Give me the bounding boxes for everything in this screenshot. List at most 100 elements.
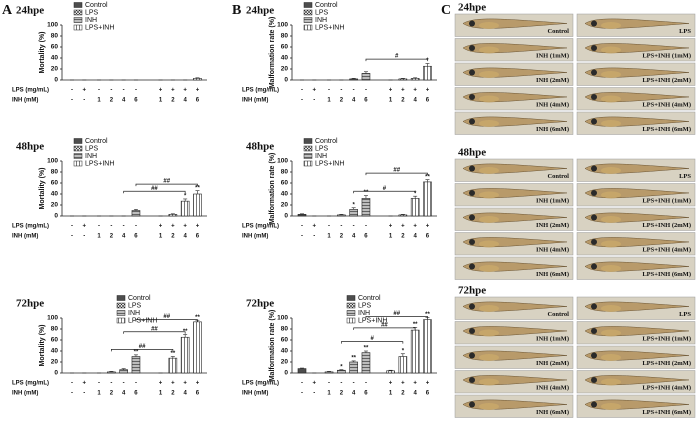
bar: [297, 214, 307, 217]
fish-yolk: [601, 240, 621, 248]
inh-dose: 1: [97, 391, 101, 397]
y-tick-label: 100: [47, 315, 58, 322]
y-tick-label: 40: [281, 55, 289, 62]
photo-caption: INH (4mM): [536, 246, 569, 253]
lps-sign: +: [401, 88, 405, 94]
lps-sign: +: [389, 381, 393, 387]
comparison-bracket: [353, 327, 416, 330]
photo-caption: INH (1mM): [536, 52, 569, 59]
legend-label: Control: [315, 138, 338, 145]
fish-yolk: [601, 378, 621, 386]
inh-dose: -: [71, 391, 73, 397]
significance-star: *: [184, 194, 187, 200]
y-tick-label: 20: [281, 359, 289, 366]
chart-title: 48hpe: [16, 141, 44, 153]
y-tick-label: 80: [281, 169, 289, 176]
photo-caption: LPS: [679, 173, 691, 180]
legend-label: LPS: [358, 302, 372, 309]
comparison-bracket: [365, 58, 428, 62]
chart-title: 24hpe: [246, 5, 274, 17]
lps-sign: +: [313, 381, 317, 387]
lps-sign: -: [123, 224, 125, 230]
fish-yolk: [479, 70, 499, 78]
row-label: LPS (mg/mL): [12, 88, 49, 94]
significance-star: *: [402, 348, 405, 354]
inh-dose: -: [313, 234, 315, 240]
inh-dose: 1: [159, 234, 163, 240]
inh-dose: 1: [97, 234, 101, 240]
legend-swatch: [303, 160, 313, 167]
y-axis-label: Malformation rate (%): [269, 153, 276, 225]
lps-sign: -: [328, 88, 330, 94]
bar: [386, 370, 395, 374]
legend-label: LPS: [85, 145, 99, 152]
y-tick-label: 60: [281, 180, 289, 187]
inh-dose: 2: [340, 234, 344, 240]
lps-sign: -: [71, 88, 73, 94]
lps-sign: -: [365, 88, 367, 94]
bar: [193, 78, 202, 81]
legend-label: INH: [85, 153, 97, 160]
lps-sign: -: [353, 224, 355, 230]
chart-title: 72hpe: [16, 298, 44, 310]
fish-yolk: [601, 191, 621, 199]
legend-swatch: [73, 2, 83, 8]
fish-yolk: [601, 119, 621, 127]
lps-sign: +: [413, 88, 417, 94]
row-label: INH (mM): [12, 98, 38, 104]
fish-eye: [591, 214, 597, 221]
legend-label: LPS+INH: [85, 24, 114, 31]
inh-dose: 2: [110, 98, 114, 104]
lps-sign: -: [110, 88, 112, 94]
y-tick-label: 60: [281, 337, 289, 344]
inh-dose: 6: [196, 391, 200, 397]
inh-dose: -: [301, 234, 303, 240]
significance-star: **: [195, 315, 200, 321]
y-tick-label: 80: [281, 326, 289, 333]
lps-sign: -: [135, 88, 137, 94]
inh-dose: -: [313, 391, 315, 397]
lps-sign: -: [135, 381, 137, 387]
lps-sign: +: [196, 224, 200, 230]
photo-caption: LPS: [679, 28, 691, 35]
fish-eye: [469, 214, 475, 221]
y-tick-label: 0: [284, 370, 288, 377]
photo-caption: INH (2mM): [536, 222, 569, 229]
bar: [349, 209, 358, 217]
inh-dose: 1: [159, 391, 163, 397]
y-tick-label: 60: [51, 180, 59, 187]
bar: [398, 214, 408, 217]
row-label: INH (mM): [242, 234, 268, 240]
bar: [119, 369, 128, 374]
section-title: 72hpe: [458, 285, 486, 297]
photo-caption: INH (2mM): [536, 360, 569, 367]
y-tick-label: 40: [281, 191, 289, 198]
photo-caption: LPS+INH (6mM): [642, 409, 691, 416]
fish-eye: [469, 327, 475, 334]
fish-yolk: [601, 166, 621, 174]
panel-label: A: [2, 3, 13, 18]
legend-label: INH: [315, 17, 327, 24]
photo-caption: INH (6mM): [536, 271, 569, 278]
photo-caption: LPS+INH (6mM): [642, 126, 691, 133]
photo-caption: INH (6mM): [536, 409, 569, 416]
fish-eye: [591, 118, 597, 125]
photo-caption: LPS+INH (4mM): [642, 246, 691, 253]
lps-sign: +: [171, 381, 175, 387]
comparison-bracket: [365, 316, 428, 319]
inh-dose: 1: [327, 391, 331, 397]
fish-yolk: [479, 21, 499, 29]
legend-label: Control: [315, 2, 338, 9]
fish-yolk: [479, 378, 499, 386]
bar: [193, 321, 202, 374]
legend-swatch: [73, 24, 83, 31]
bar: [398, 78, 408, 81]
y-tick-label: 20: [281, 66, 289, 73]
fish-eye: [591, 401, 597, 408]
lps-sign: +: [426, 224, 430, 230]
legend-swatch: [73, 145, 83, 152]
y-tick-label: 40: [51, 55, 59, 62]
fish-eye: [469, 20, 475, 27]
fish-yolk: [601, 70, 621, 78]
